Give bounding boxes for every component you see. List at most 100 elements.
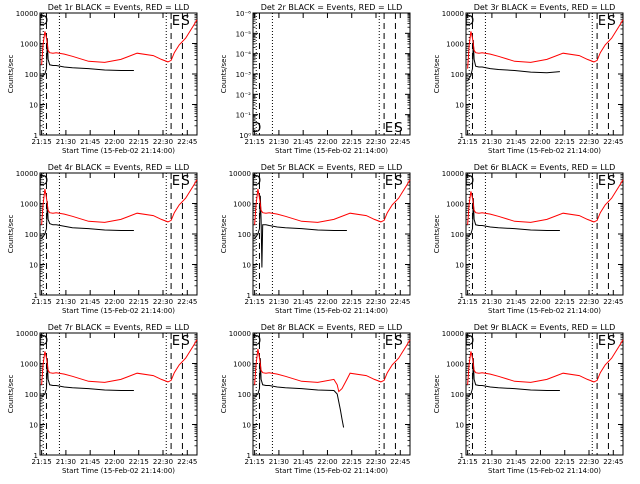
y-tick-label: 1000 (233, 201, 251, 209)
x-tick-label: 22:45 (177, 458, 197, 466)
marker-S: S (608, 174, 616, 189)
y-tick-label: 10 (455, 262, 464, 270)
x-tick-label: 21:45 (293, 138, 313, 146)
series-line-black (467, 358, 560, 398)
marker-D: D (464, 174, 474, 189)
panel-title: Det 1r BLACK = Events, RED = LLD (48, 3, 190, 12)
y-axis-label: Counts/sec (7, 375, 15, 414)
x-axis-label: Start Time (15-Feb-02 21:14:00) (275, 467, 388, 475)
x-tick-label: 21:45 (80, 458, 100, 466)
marker-E: E (172, 334, 180, 349)
series-line-black (41, 358, 134, 398)
x-axis-label: Start Time (15-Feb-02 21:14:00) (62, 147, 175, 155)
x-tick-label: 22:45 (390, 458, 410, 466)
y-tick-label: 1 (247, 292, 251, 300)
y-axis-label: Counts/sec (220, 375, 228, 414)
panel-det-1: Det 1r BLACK = Events, RED = LLD 1 10 100 10… (7, 3, 198, 155)
series-line-black (41, 38, 134, 78)
x-tick-label: 22:30 (366, 458, 386, 466)
y-axis-label: Counts/sec (7, 55, 15, 94)
panel-title: Det 9r BLACK = Events, RED = LLD (474, 323, 616, 332)
panel-det-7: Det 7r BLACK = Events, RED = LLD 1 10 100 10… (7, 323, 198, 475)
marker-S: S (182, 174, 190, 189)
x-tick-label: 22:30 (579, 138, 599, 146)
y-tick-label: 100 (25, 391, 38, 399)
y-axis-label: Counts/sec (7, 215, 15, 254)
marker-D: D (464, 14, 474, 29)
marker-E: E (598, 334, 606, 349)
plot-frame (252, 332, 411, 456)
x-tick-label: 21:15 (458, 138, 478, 146)
x-tick-label: 21:45 (80, 298, 100, 306)
marker-D: D (464, 334, 474, 349)
x-tick-label: 22:30 (366, 298, 386, 306)
panel-det-4: Det 4r BLACK = Events, RED = LLD 1 10 100 10… (7, 163, 198, 315)
series-line-red (467, 179, 624, 225)
y-tick-label: 100 (451, 391, 464, 399)
y-tick-label: 1000 (446, 41, 464, 49)
plot-frame (465, 12, 624, 136)
y-tick-label: 10 (455, 102, 464, 110)
x-tick-label: 22:15 (555, 138, 575, 146)
y-tick-label: 10 (242, 262, 251, 270)
x-tick-label: 22:00 (104, 458, 124, 466)
x-tick-label: 21:30 (269, 138, 289, 146)
y-axis-label: Counts/sec (220, 55, 228, 94)
x-tick-label: 22:30 (153, 138, 173, 146)
y-tick-label: 100 (451, 231, 464, 239)
marker-D: D (251, 174, 261, 189)
marker-E: E (385, 121, 393, 136)
panel-title: Det 7r BLACK = Events, RED = LLD (48, 323, 190, 332)
y-tick-label: 10000 (442, 10, 464, 18)
y-tick-label: 100 (238, 391, 251, 399)
y-tick-label: 10000 (229, 170, 251, 178)
x-tick-label: 21:30 (56, 298, 76, 306)
marker-E: E (385, 334, 393, 349)
y-tick-label: 100 (25, 71, 38, 79)
x-tick-label: 21:30 (482, 298, 502, 306)
x-tick-label: 21:45 (506, 458, 526, 466)
x-tick-label: 22:00 (530, 458, 550, 466)
x-tick-label: 22:00 (317, 458, 337, 466)
y-tick-label: 10 (242, 422, 251, 430)
y-axis-label: Counts/sec (220, 215, 228, 254)
y-tick-label: 1000 (20, 41, 38, 49)
x-tick-label: 22:45 (603, 298, 623, 306)
x-tick-label: 21:30 (482, 138, 502, 146)
series-line-red (467, 339, 624, 385)
marker-D: D (38, 334, 48, 349)
y-tick-label: 10 (29, 102, 38, 110)
marker-D: D (251, 334, 261, 349)
plot-frame (39, 332, 198, 456)
marker-S: S (395, 174, 403, 189)
panel-det-9: Det 9r BLACK = Events, RED = LLD 1 10 100 10… (433, 323, 624, 475)
x-tick-label: 21:30 (56, 458, 76, 466)
series-line-black (467, 39, 560, 82)
y-tick-label: 10 (455, 422, 464, 430)
x-tick-label: 22:30 (153, 458, 173, 466)
x-tick-label: 22:30 (579, 458, 599, 466)
y-tick-label: 1000 (233, 361, 251, 369)
y-tick-label: 1 (460, 132, 464, 140)
x-axis-label: Start Time (15-Feb-02 21:14:00) (488, 467, 601, 475)
y-tick-label: 1 (34, 452, 38, 460)
series-line-red (254, 179, 411, 225)
y-tick-label: 10000 (16, 10, 38, 18)
panel-det-5: Det 5r BLACK = Events, RED = LLD 1 10 100 10… (220, 163, 411, 315)
x-tick-label: 21:45 (506, 138, 526, 146)
y-tick-label: 10⁻⁶ (236, 10, 252, 18)
plot-frame (252, 172, 411, 296)
marker-E: E (385, 174, 393, 189)
x-tick-label: 21:30 (482, 458, 502, 466)
series-line-black (254, 358, 345, 428)
marker-S: S (395, 121, 403, 136)
x-tick-label: 22:15 (342, 298, 362, 306)
x-tick-label: 22:45 (177, 298, 197, 306)
x-tick-label: 22:45 (603, 138, 623, 146)
x-tick-label: 22:15 (129, 138, 149, 146)
x-tick-label: 22:00 (317, 138, 337, 146)
marker-D: D (38, 174, 48, 189)
panel-title: Det 3r BLACK = Events, RED = LLD (474, 3, 616, 12)
y-tick-label: 10 (29, 262, 38, 270)
